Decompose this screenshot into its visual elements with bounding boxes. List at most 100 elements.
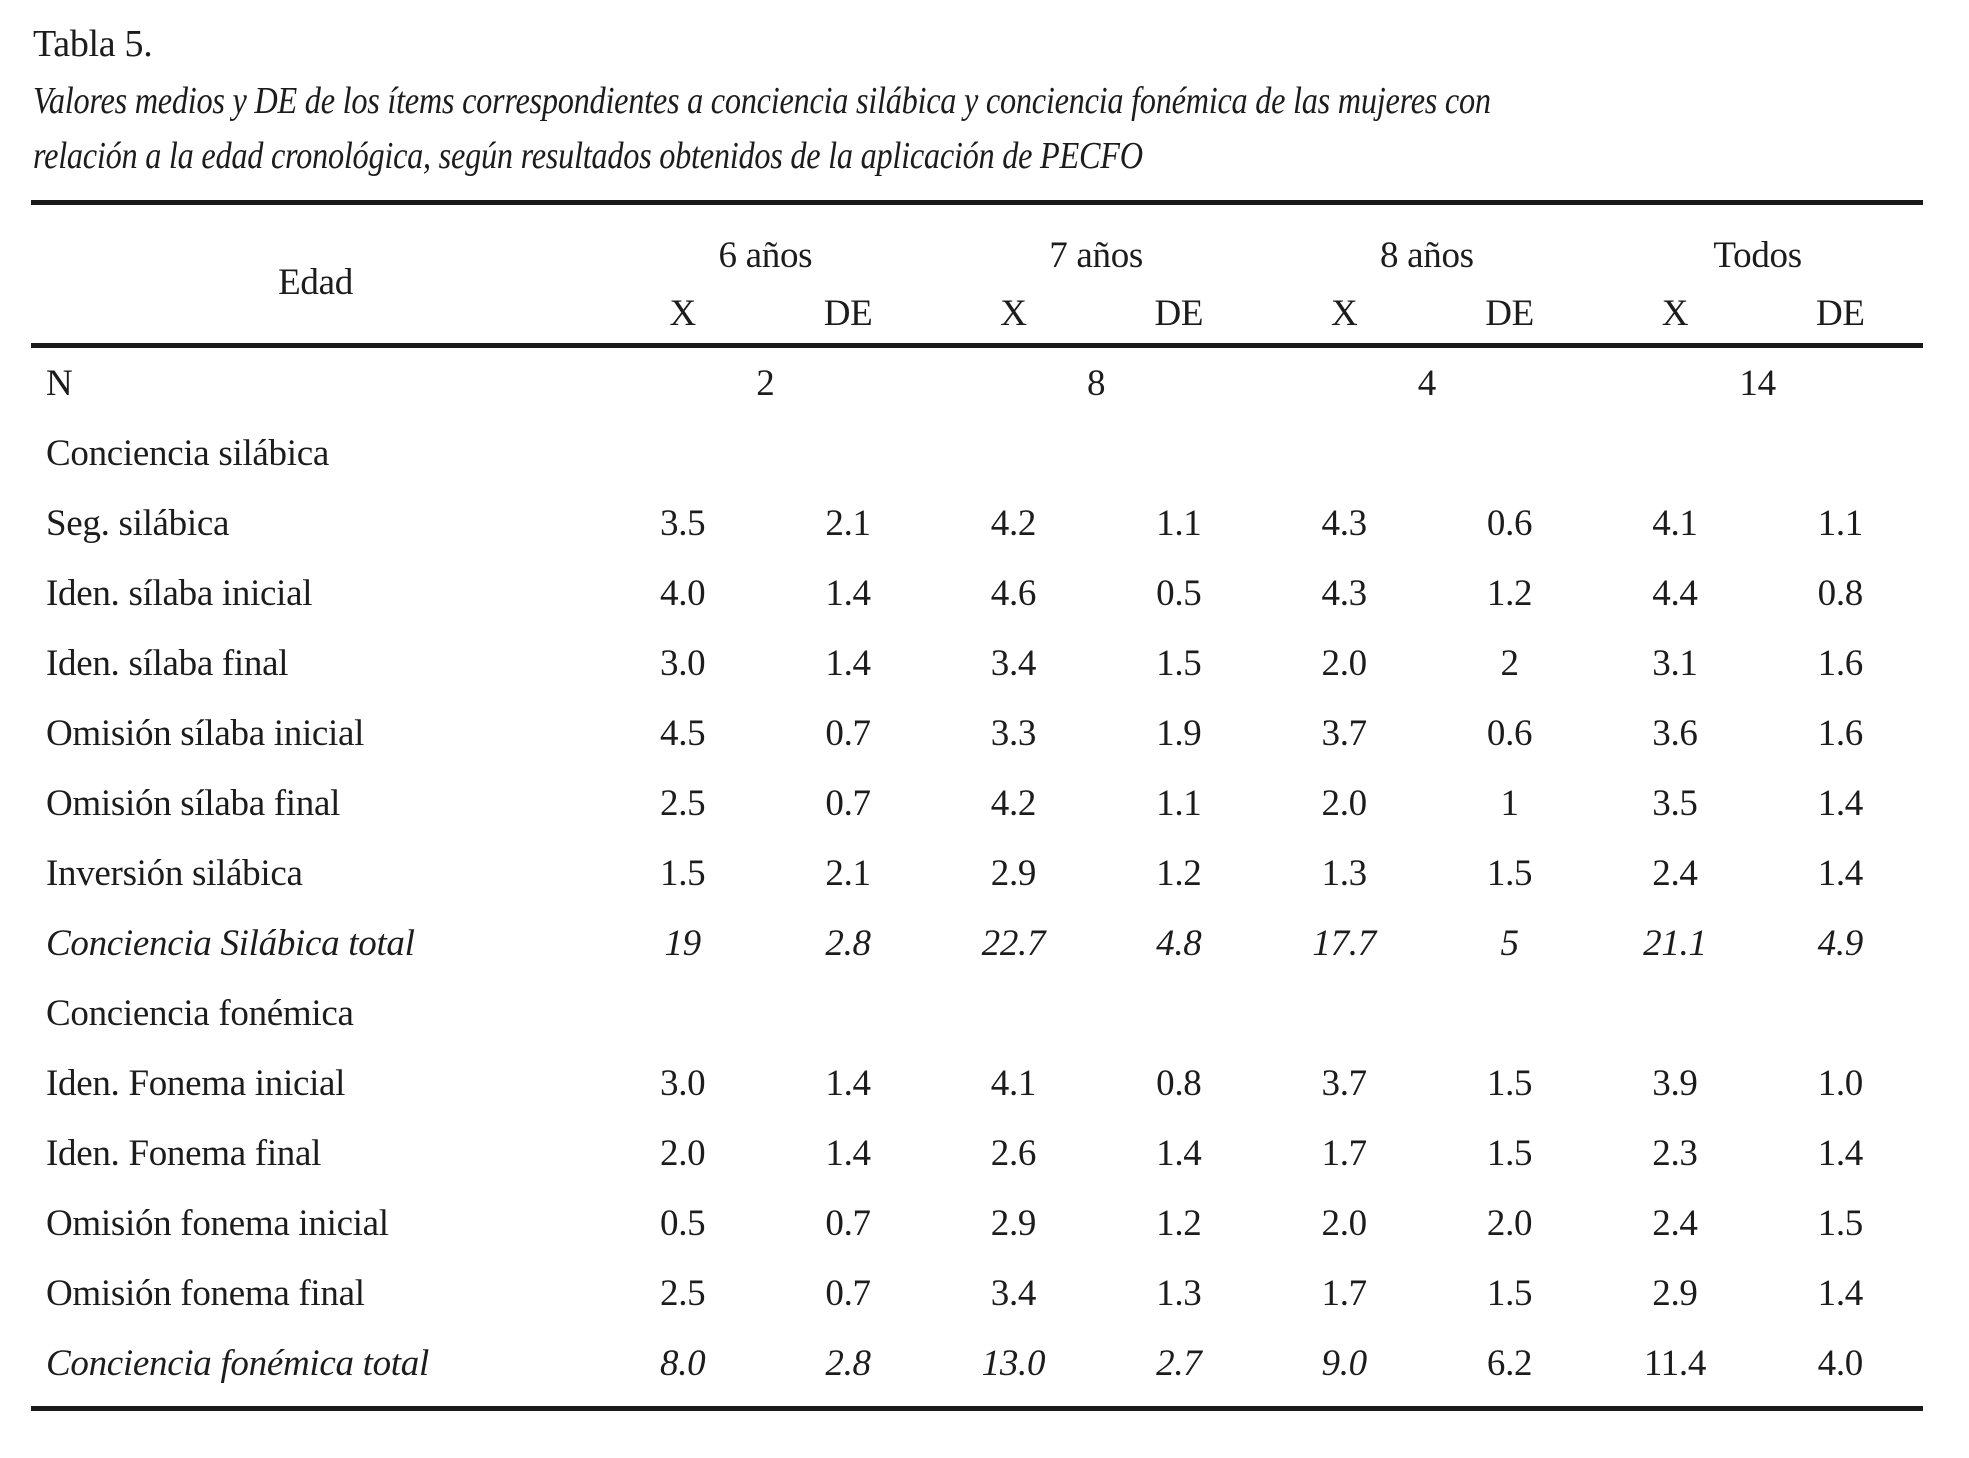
cell-value: 4.3 xyxy=(1321,502,1368,544)
table-number-title: Tabla 5. xyxy=(33,23,153,65)
table-row: Iden. sílaba inicial 4.0 1.4 4.6 0.5 4.3 1.2 4.… xyxy=(31,558,1923,628)
row-label: Iden. Fonema final xyxy=(46,1132,322,1174)
table-caption: Valores medios y DE de los ítems corresp… xyxy=(33,74,1491,184)
table-row: Iden. sílaba final 3.0 1.4 3.4 1.5 2.0 2 3.1 1.6 xyxy=(31,628,1923,698)
cell-value: 4.8 xyxy=(1156,922,1202,964)
cell-value: 1.5 xyxy=(660,852,706,894)
cell-value: 2.9 xyxy=(990,1202,1037,1244)
cell-value: 1.9 xyxy=(1156,712,1202,754)
cell-value: 1.4 xyxy=(1817,1132,1864,1174)
section-label: Conciencia silábica xyxy=(46,432,329,474)
cell-value: 4.0 xyxy=(660,572,706,614)
corner-label-edad: Edad xyxy=(278,261,353,303)
cell-value: 4.1 xyxy=(1652,502,1698,544)
col-group-todos: Todos xyxy=(1713,235,1802,276)
cell-value: 1.2 xyxy=(1156,1202,1202,1244)
cell-value: 13.0 xyxy=(981,1342,1046,1384)
cell-value: 3.5 xyxy=(1652,782,1698,824)
cell-value: 4.6 xyxy=(990,572,1037,614)
cell-value: 11.4 xyxy=(1643,1342,1707,1384)
cell-value: 4.0 xyxy=(1817,1342,1864,1384)
subheader-de: DE xyxy=(1815,293,1865,334)
cell-value: 3.7 xyxy=(1321,712,1368,754)
cell-value: 2.0 xyxy=(1486,1202,1533,1244)
cell-value: 2.9 xyxy=(990,852,1037,894)
cell-value: 2.1 xyxy=(825,852,871,894)
cell-value: 0.8 xyxy=(1156,1062,1202,1104)
table-row: Inversión silábica 1.5 2.1 2.9 1.2 1.3 1.5 2.4 1… xyxy=(31,838,1923,908)
section-label: Conciencia fonémica xyxy=(46,992,354,1034)
cell-value: 3.4 xyxy=(990,642,1037,684)
caption-line-1: Valores medios y DE de los ítems corresp… xyxy=(33,80,1491,122)
subheader-x: X xyxy=(1661,293,1689,334)
cell-value: 19 xyxy=(664,922,701,964)
row-label: Conciencia fonémica total xyxy=(46,1342,429,1384)
subheader-x: X xyxy=(669,293,696,334)
cell-value: 21.1 xyxy=(1643,922,1707,964)
subheader-de: DE xyxy=(823,293,873,334)
table-body: N 2 8 4 14 Conciencia silábica Seg. silábica 3.… xyxy=(31,348,1923,1406)
cell-n-value: 14 xyxy=(1739,362,1776,404)
cell-value: 3.5 xyxy=(660,502,706,544)
cell-value: 2.9 xyxy=(1652,1272,1698,1314)
table-row: Omisión fonema inicial 0.5 0.7 2.9 1.2 2.0 2.0… xyxy=(31,1188,1923,1258)
cell-value: 8.0 xyxy=(660,1342,706,1384)
cell-value: 3.6 xyxy=(1652,712,1698,754)
cell-value: 1.4 xyxy=(825,572,871,614)
cell-value: 2.0 xyxy=(1321,642,1368,684)
cell-value: 0.7 xyxy=(825,782,871,824)
cell-value: 1.1 xyxy=(1156,782,1202,824)
cell-value: 2.5 xyxy=(660,782,706,824)
cell-value: 2.8 xyxy=(825,1342,871,1384)
cell-value: 2.0 xyxy=(1321,782,1368,824)
cell-value: 0.7 xyxy=(825,1272,871,1314)
subheader-x: X xyxy=(1000,293,1027,334)
cell-value: 3.0 xyxy=(660,642,706,684)
table-row: Omisión fonema final 2.5 0.7 3.4 1.3 1.7 1.5 2.… xyxy=(31,1258,1923,1328)
cell-value: 3.4 xyxy=(990,1272,1037,1314)
table-row: Omisión sílaba inicial 4.5 0.7 3.3 1.9 3.7 0.6… xyxy=(31,698,1923,768)
cell-value: 1.4 xyxy=(825,1062,871,1104)
cell-value: 2.0 xyxy=(660,1132,706,1174)
cell-value: 4.2 xyxy=(990,502,1037,544)
cell-value: 1.2 xyxy=(1156,852,1202,894)
cell-value: 1.3 xyxy=(1156,1272,1202,1314)
cell-value: 22.7 xyxy=(981,922,1046,964)
table-row: Iden. Fonema final 2.0 1.4 2.6 1.4 1.7 1.5 2.3 1… xyxy=(31,1118,1923,1188)
cell-value: 1.4 xyxy=(1817,852,1864,894)
cell-value: 1.5 xyxy=(1156,642,1202,684)
cell-value: 1.2 xyxy=(1486,572,1533,614)
row-label: Inversión silábica xyxy=(46,852,303,894)
table-row: Seg. silábica 3.5 2.1 4.2 1.1 4.3 0.6 4.1 1.1 xyxy=(31,488,1923,558)
cell-value: 0.5 xyxy=(1156,572,1202,614)
cell-value: 1 xyxy=(1500,782,1519,824)
cell-value: 2 xyxy=(1500,642,1519,684)
col-group-7-anos: 7 años xyxy=(1049,235,1144,276)
row-label: Iden. Fonema inicial xyxy=(46,1062,346,1104)
row-label: Conciencia Silábica total xyxy=(46,922,415,964)
cell-value: 1.5 xyxy=(1486,1062,1533,1104)
table-row-n: N 2 8 4 14 xyxy=(31,348,1923,418)
cell-value: 3.3 xyxy=(990,712,1037,754)
cell-value: 0.7 xyxy=(825,712,871,754)
table-header: Edad 6 años 7 años 8 años Todos X DE X D… xyxy=(31,205,1923,348)
cell-value: 1.4 xyxy=(1817,782,1864,824)
cell-value: 4.9 xyxy=(1817,922,1864,964)
row-label: Iden. sílaba final xyxy=(46,642,289,684)
table-section-row: Conciencia fonémica xyxy=(31,978,1923,1048)
cell-value: 0.7 xyxy=(825,1202,871,1244)
cell-value: 4.1 xyxy=(990,1062,1037,1104)
cell-value: 1.5 xyxy=(1486,852,1533,894)
cell-value: 1.4 xyxy=(1817,1272,1864,1314)
cell-value: 4.5 xyxy=(660,712,706,754)
row-label: Omisión fonema final xyxy=(46,1272,365,1314)
cell-value: 1.4 xyxy=(1156,1132,1202,1174)
cell-value: 1.6 xyxy=(1817,642,1864,684)
cell-value: 17.7 xyxy=(1312,922,1376,964)
row-label: Omisión sílaba inicial xyxy=(46,712,365,754)
cell-value: 1.3 xyxy=(1321,852,1368,894)
row-label: Seg. silábica xyxy=(46,502,230,544)
table-row: Conciencia fonémica total 8.0 2.8 13.0 2.7 9.… xyxy=(31,1328,1923,1398)
cell-n-value: 2 xyxy=(756,362,775,404)
